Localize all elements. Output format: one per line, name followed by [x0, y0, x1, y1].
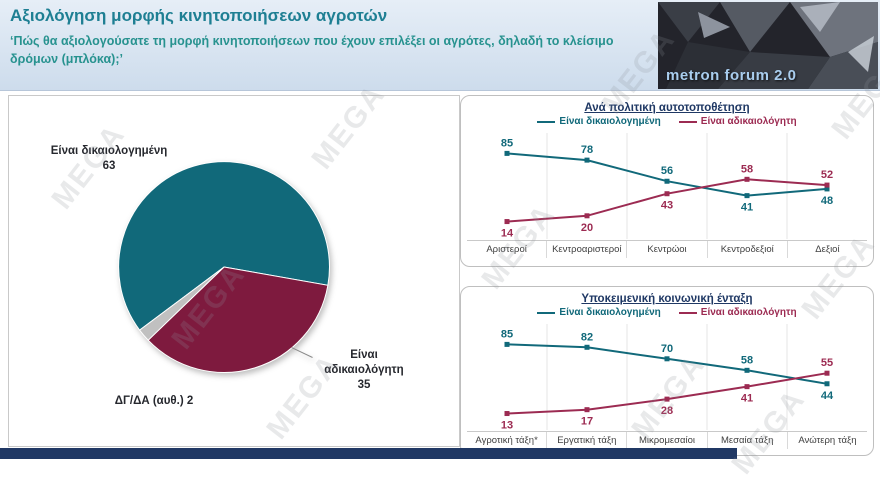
legend-item: Είναι αδικαιολόγητη	[678, 307, 797, 318]
pie-chart-panel: Είναι δικαιολογημένη 63 Είναι αδικαιολόγ…	[8, 95, 460, 447]
value-label: 52	[821, 169, 833, 181]
pie-chart	[118, 161, 330, 373]
data-point-marker	[824, 182, 830, 188]
value-label: 58	[741, 354, 753, 366]
pie-label-justified: Είναι δικαιολογημένη 63	[39, 144, 179, 174]
line-chart-political: 85 14 78 20 56 43 41 58 48 52	[501, 133, 833, 239]
pie-value-justified: 63	[102, 159, 116, 172]
legend-item: Είναι αδικαιολόγητη	[678, 116, 797, 127]
data-point-marker	[584, 213, 590, 219]
value-label: 13	[501, 420, 513, 431]
data-point-marker	[744, 176, 750, 182]
page-title: Αξιολόγηση μορφής κινητοποιήσεων αγροτών	[10, 6, 388, 25]
value-label: 20	[581, 222, 593, 234]
pie-slice-2	[138, 266, 225, 341]
pie-label-unjustified: Είναι αδικαιολόγητη 35	[309, 348, 419, 393]
legend-item: Είναι δικαιολογημένη	[537, 307, 661, 318]
value-label: 70	[661, 343, 673, 355]
pie-label-dk-text: ΔΓ/ΔΑ (αυθ.)	[114, 395, 184, 407]
data-point-marker	[664, 178, 670, 184]
data-point-marker	[504, 150, 510, 156]
x-axis-label: Εργατική τάξη	[546, 432, 626, 449]
legend-line-swatch	[678, 120, 697, 123]
pie-label-unjustified-text: Είναι αδικαιολόγητη	[324, 349, 404, 376]
data-point-marker	[824, 186, 830, 192]
pie-slice-0	[118, 161, 330, 331]
data-point-marker	[664, 191, 670, 197]
pie-label-justified-text: Είναι δικαιολογημένη	[50, 145, 168, 157]
data-point-marker	[664, 356, 670, 362]
legend-label: Είναι αδικαιολόγητη	[700, 307, 797, 318]
pie-value-unjustified: 35	[357, 378, 371, 391]
data-point-marker	[744, 367, 750, 373]
x-axis-label: Κεντρώοι	[626, 241, 706, 258]
x-axis-labels: Αριστεροί Κεντροαριστεροί Κεντρώοι Κεντροδε…	[467, 240, 867, 258]
data-point-marker	[824, 381, 830, 387]
data-point-marker	[504, 219, 510, 225]
data-point-marker	[584, 344, 590, 350]
line-chart-panel-social: Υποκειμενική κοινωνική ένταξη Είναι δικα…	[460, 286, 874, 456]
value-label: 28	[661, 405, 673, 417]
x-axis-labels: Αγροτική τάξη* Εργατική τάξη Μικρομεσαίοι Μ…	[467, 431, 867, 449]
data-point-marker	[744, 193, 750, 199]
data-point-marker	[744, 384, 750, 390]
x-axis-label: Μεσαία τάξη	[706, 432, 787, 449]
chart-legend: Είναι δικαιολογημένη Είναι αδικαιολόγητη	[467, 116, 867, 127]
legend-item: Είναι δικαιολογημένη	[537, 116, 661, 127]
header: Αξιολόγηση μορφής κινητοποιήσεων αγροτών…	[0, 0, 880, 91]
data-point-marker	[504, 341, 510, 347]
data-point-marker	[664, 396, 670, 402]
chart-legend: Είναι δικαιολογημένη Είναι αδικαιολόγητη	[467, 307, 867, 318]
legend-label: Είναι αδικαιολόγητη	[700, 116, 797, 127]
legend-line-swatch	[678, 311, 697, 314]
pie-label-dk: ΔΓ/ΔΑ (αυθ.) 2	[79, 394, 229, 409]
value-label: 14	[501, 228, 514, 239]
pie-leader-line	[291, 347, 313, 358]
value-label: 41	[741, 202, 753, 214]
legend-line-swatch	[537, 311, 556, 314]
line-chart-panel-political: Ανά πολιτική αυτοτοποθέτηση Είναι δικαιο…	[460, 95, 874, 267]
value-label: 55	[821, 357, 833, 369]
x-axis-label: Δεξιοί	[786, 241, 867, 258]
value-label: 56	[661, 165, 673, 177]
data-point-marker	[584, 407, 590, 413]
value-label: 43	[661, 200, 673, 212]
chart-title-political: Ανά πολιτική αυτοτοποθέτηση	[584, 102, 750, 114]
pie-slice-1	[147, 266, 329, 373]
page-subtitle: ‘Πώς θα αξιολογούσατε τη μορφή κινητοποι…	[10, 34, 614, 66]
legend-label: Είναι δικαιολογημένη	[559, 116, 661, 127]
value-label: 17	[581, 416, 593, 428]
value-label: 85	[501, 328, 513, 340]
value-label: 78	[581, 144, 593, 156]
value-label: 48	[821, 195, 833, 207]
x-axis-label: Ανώτερη τάξη	[786, 432, 867, 449]
chart-title-social: Υποκειμενική κοινωνική ένταξη	[581, 293, 753, 305]
legend-label: Είναι δικαιολογημένη	[559, 307, 661, 318]
x-axis-label: Μικρομεσαίοι	[626, 432, 706, 449]
logo-text: metron forum 2.0	[666, 67, 797, 84]
x-axis-label: Αριστεροί	[486, 244, 527, 255]
pie-value-dk: 2	[186, 395, 194, 407]
logo-mosaic	[658, 2, 878, 89]
value-label: 58	[741, 163, 753, 175]
x-axis-label: Κεντροαριστεροί	[546, 241, 626, 258]
value-label: 82	[581, 331, 593, 343]
bottom-accent-bar	[0, 448, 737, 459]
data-point-marker	[504, 411, 510, 417]
line-chart-social: 85 13 82 17 70 28 58 41 44 55	[501, 324, 834, 431]
value-label: 44	[821, 390, 834, 402]
legend-line-swatch	[537, 120, 556, 123]
data-point-marker	[584, 157, 590, 163]
value-label: 85	[501, 137, 513, 149]
metron-forum-logo: metron forum 2.0	[658, 2, 878, 89]
value-label: 41	[741, 393, 753, 405]
x-axis-label: Αγροτική τάξη*	[475, 435, 538, 446]
x-axis-label: Κεντροδεξιοί	[706, 241, 787, 258]
data-point-marker	[824, 370, 830, 376]
